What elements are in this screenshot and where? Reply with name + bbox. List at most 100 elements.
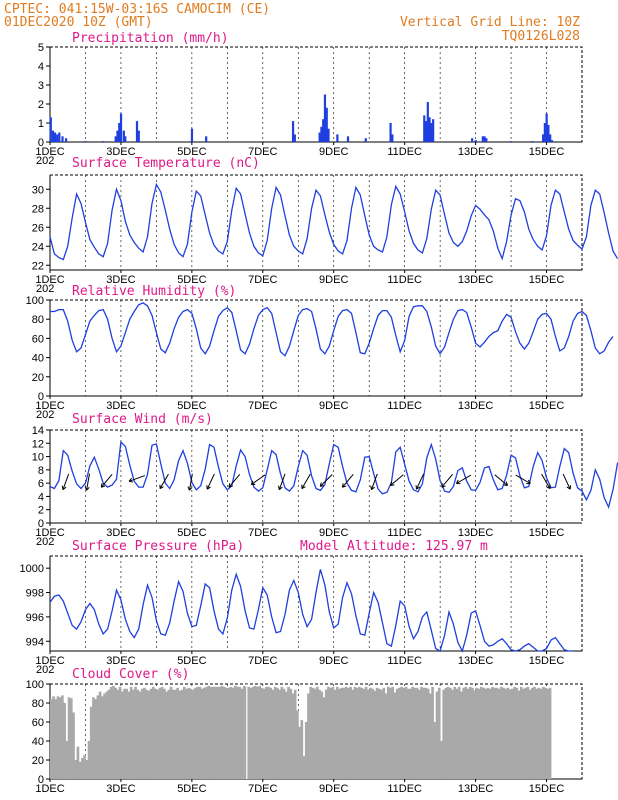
cloud-panel: Cloud Cover (%) 0 20 40 60 80 100 1DEC 3DEC 5DEC 7… <box>26 667 583 795</box>
wind-arrow-head <box>546 484 551 490</box>
cloud-ytick-label: 80 <box>32 698 44 710</box>
cloud-area-bar <box>293 689 297 779</box>
cloud-area-bar <box>207 685 211 779</box>
precipitation-bar <box>116 130 119 142</box>
cloud-xtick-label: 5DEC <box>177 783 206 795</box>
cloud-area-bar <box>233 685 237 779</box>
wind-xtick-label: 11DEC <box>387 527 422 539</box>
cloud-area-bar <box>524 687 528 779</box>
cloud-area-bar <box>464 686 468 779</box>
precipitation-bar <box>49 117 52 142</box>
precipitation-ytick-label: 2 <box>38 99 44 111</box>
cloud-area-bar <box>484 688 488 779</box>
wind-arrow <box>187 473 193 491</box>
cloud-area-bar <box>533 686 536 779</box>
precipitation-year-fragment: 202 <box>36 155 54 167</box>
cloud-area-bar <box>247 686 250 779</box>
pressure-panel: Surface Pressure (hPa) Model Altitude: 12… <box>20 539 583 676</box>
cloud-area-bar <box>482 687 485 779</box>
pressure-annotation: Model Altitude: 125.97 m <box>300 539 488 554</box>
cloud-area-bar <box>198 686 202 779</box>
cloud-area-bar <box>136 689 140 779</box>
pressure-xtick-label: 5DEC <box>177 655 206 667</box>
pressure-ytick-label: 994 <box>26 636 44 648</box>
wind-arrow-head <box>341 483 347 488</box>
cloud-area-bar <box>158 687 162 779</box>
cloud-xtick-label: 9DEC <box>319 783 348 795</box>
cloud-area-bar <box>369 687 372 779</box>
cloud-area-bar <box>351 689 355 779</box>
cloud-area-bar <box>296 710 299 779</box>
cloud-area-bar <box>138 691 142 779</box>
cloud-area-bar <box>307 693 310 779</box>
wind-arrow-head <box>187 486 193 491</box>
cloud-area-bar <box>143 687 146 779</box>
cloud-area-bar <box>240 688 244 779</box>
wind-arrow <box>206 473 215 490</box>
cloud-area-bar <box>335 686 339 779</box>
precipitation-bar <box>547 124 550 142</box>
cloud-area-bar <box>174 689 177 779</box>
cloud-title: Cloud Cover (%) <box>72 667 189 682</box>
cloud-area-bar <box>477 688 481 779</box>
cloud-area-bar <box>338 688 341 779</box>
cloud-area-bar <box>167 689 171 779</box>
cloud-area-bar <box>322 697 326 779</box>
pressure-frame <box>49 555 583 652</box>
pressure-year-fragment: 202 <box>36 664 54 676</box>
cloud-area-bar <box>78 761 82 779</box>
wind-arrow <box>61 473 70 491</box>
cloud-area-bar <box>156 689 160 779</box>
humidity-ytick-label: 0 <box>38 391 44 403</box>
precipitation-xtick-label: 13DEC <box>458 146 494 158</box>
cloud-area-bar <box>96 695 100 779</box>
cloud-area-bar <box>94 699 97 779</box>
cloud-area-bar <box>72 712 75 779</box>
cloud-area-bar <box>105 691 109 779</box>
pressure-ytick-label: 998 <box>26 588 44 600</box>
cloud-area-bar <box>280 686 284 779</box>
precipitation-bar <box>323 94 327 142</box>
humidity-frame <box>49 299 583 397</box>
cloud-area-bar <box>282 688 286 779</box>
cloud-area-bar <box>444 687 448 779</box>
wind-ytick-label: 0 <box>38 518 44 530</box>
cloud-area-bar <box>63 703 66 779</box>
wind-arrow-shaft <box>494 474 508 486</box>
precipitation-bar <box>364 138 367 142</box>
pressure-xtick-label: 7DEC <box>248 655 277 667</box>
humidity-xtick-label: 7DEC <box>248 400 277 412</box>
wind-arrow-shaft <box>416 473 425 490</box>
cloud-area-bar <box>420 686 423 779</box>
cloud-area-bar <box>511 688 514 779</box>
cloud-area-bar <box>276 687 279 779</box>
cloud-area-bar <box>316 686 319 779</box>
cloud-area-bar <box>189 688 193 779</box>
wind-arrow <box>494 474 509 486</box>
wind-arrow <box>100 474 113 488</box>
precipitation-bar <box>550 140 554 142</box>
cloud-area-bar <box>466 688 470 779</box>
wind-arrow-head <box>84 486 90 491</box>
cloud-area-bar <box>269 687 273 779</box>
cloud-area-bar <box>499 686 503 779</box>
precipitation-ytick-label: 1 <box>38 118 44 130</box>
wind-xtick-label: 3DEC <box>106 527 135 539</box>
wind-arrow <box>541 473 551 490</box>
pressure-xtick-label: 11DEC <box>387 655 422 667</box>
precipitation-bar <box>64 138 68 142</box>
cloud-area-bar <box>378 688 381 779</box>
pressure-xtick-label: 3DEC <box>106 655 135 667</box>
cloud-area-bar <box>506 687 510 779</box>
humidity-xtick-label: 5DEC <box>177 400 206 412</box>
wind-arrow-shaft <box>159 473 169 489</box>
wind-arrow-head <box>301 484 306 490</box>
cloud-area-bar <box>375 687 379 779</box>
cloud-area-bar <box>382 687 386 779</box>
wind-arrow-shaft <box>515 474 531 484</box>
precipitation-bar <box>483 136 486 142</box>
cloud-area-bar <box>112 685 115 779</box>
precipitation-xtick-label: 9DEC <box>319 146 348 158</box>
cloud-area-bar <box>200 688 204 779</box>
